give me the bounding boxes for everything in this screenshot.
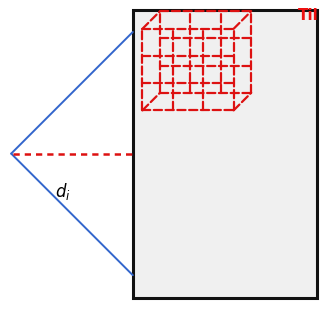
Bar [133,10,317,298]
Text: $d_i$: $d_i$ [54,181,70,203]
Text: Til: Til [298,8,318,23]
